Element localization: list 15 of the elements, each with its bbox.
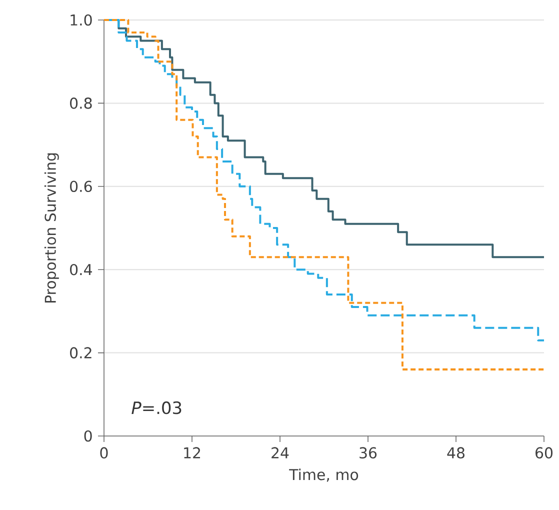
x-tick-label: 12 xyxy=(184,447,200,458)
y-tick-label: 0.8 xyxy=(70,98,92,109)
y-tick-label: 0.6 xyxy=(70,180,92,192)
y-tick-label: 0.2 xyxy=(70,347,92,358)
x-tick-label: 36 xyxy=(360,447,377,458)
x-tick-label: 0 xyxy=(100,447,108,458)
annotation: P=.03 xyxy=(132,401,182,414)
x-tick-label: 48 xyxy=(447,447,464,458)
x-axis-title: Time, mo xyxy=(289,468,358,482)
x-tick-label: 24 xyxy=(272,447,289,458)
y-tick-label: 0 xyxy=(84,430,92,442)
y-axis-title: Proportion Surviving xyxy=(44,153,59,302)
y-tick-label: 1.0 xyxy=(70,14,92,26)
y-tick-label: 0.4 xyxy=(70,264,92,276)
x-tick-label: 60 xyxy=(536,447,553,458)
